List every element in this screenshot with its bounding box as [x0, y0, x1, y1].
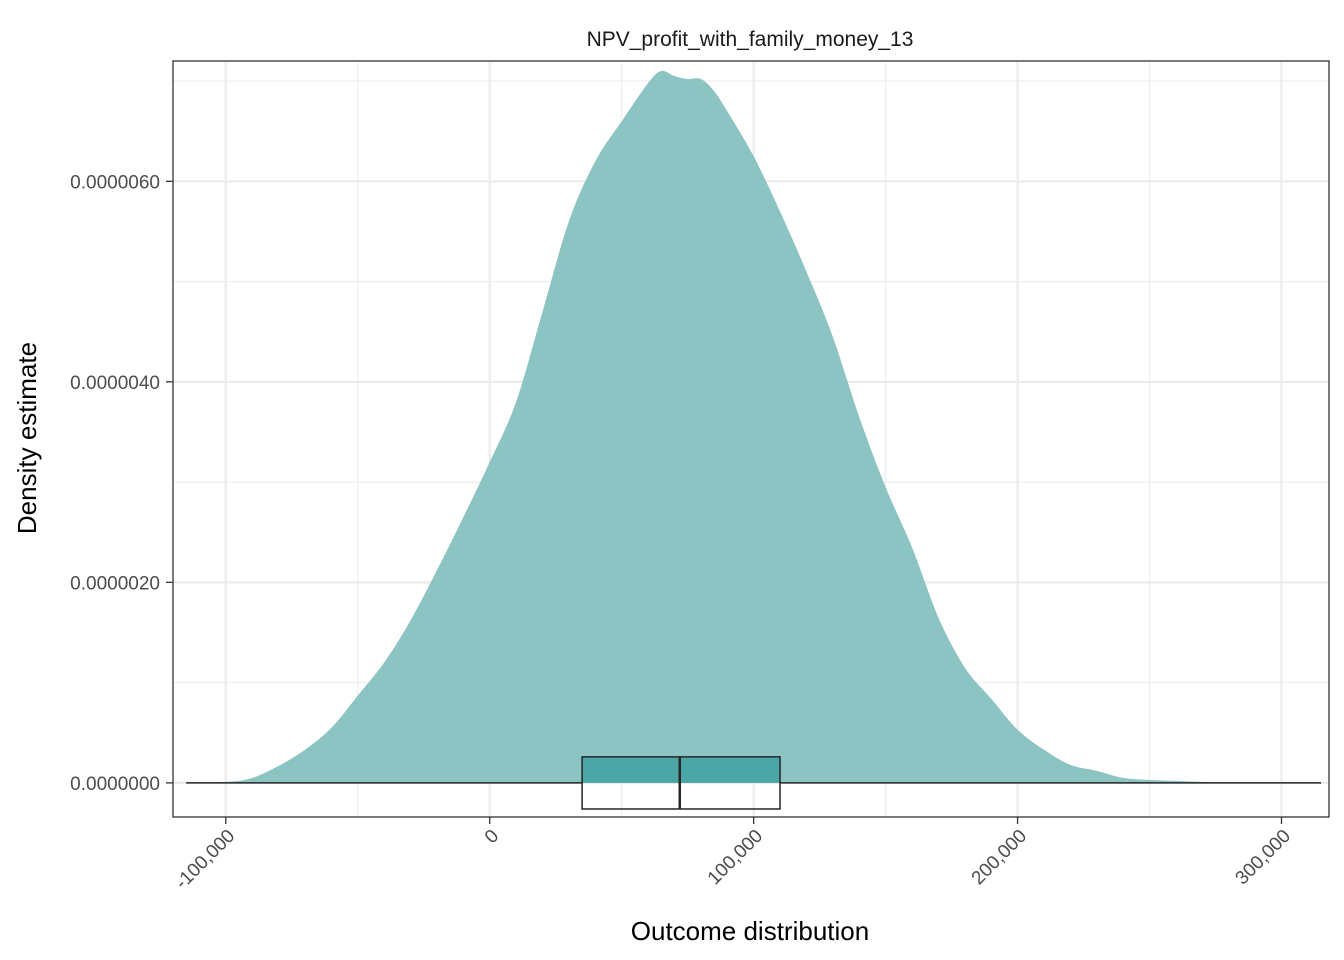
boxplot: [186, 756, 1322, 810]
y-tick-label: 0.0000040: [70, 373, 160, 394]
y-tick-label: 0.0000060: [70, 172, 160, 193]
density-area: [173, 70, 1329, 783]
chart-title: NPV_profit_with_family_money_13: [587, 28, 914, 51]
y-tick-label: 0.0000020: [70, 573, 160, 594]
x-tick-label: -100,000: [171, 826, 239, 894]
y-axis: 0.0000000 0.0000020 0.0000040 0.0000060: [70, 172, 173, 795]
boxplot-upper-half: [582, 756, 781, 783]
boxplot-box: [581, 756, 781, 810]
panel-border: [172, 60, 1330, 818]
y-tick-label: 0.0000000: [70, 774, 160, 795]
y-axis-title: Density estimate: [12, 342, 42, 534]
x-axis-title: Outcome distribution: [631, 916, 869, 946]
x-tick-label: 200,000: [968, 826, 1031, 889]
x-axis: -100,000 0 100,000 200,000 300,000: [171, 817, 1295, 894]
x-tick-label: 300,000: [1232, 826, 1295, 889]
x-tick-label: 100,000: [704, 826, 767, 889]
x-tick-label: 0: [481, 826, 503, 848]
